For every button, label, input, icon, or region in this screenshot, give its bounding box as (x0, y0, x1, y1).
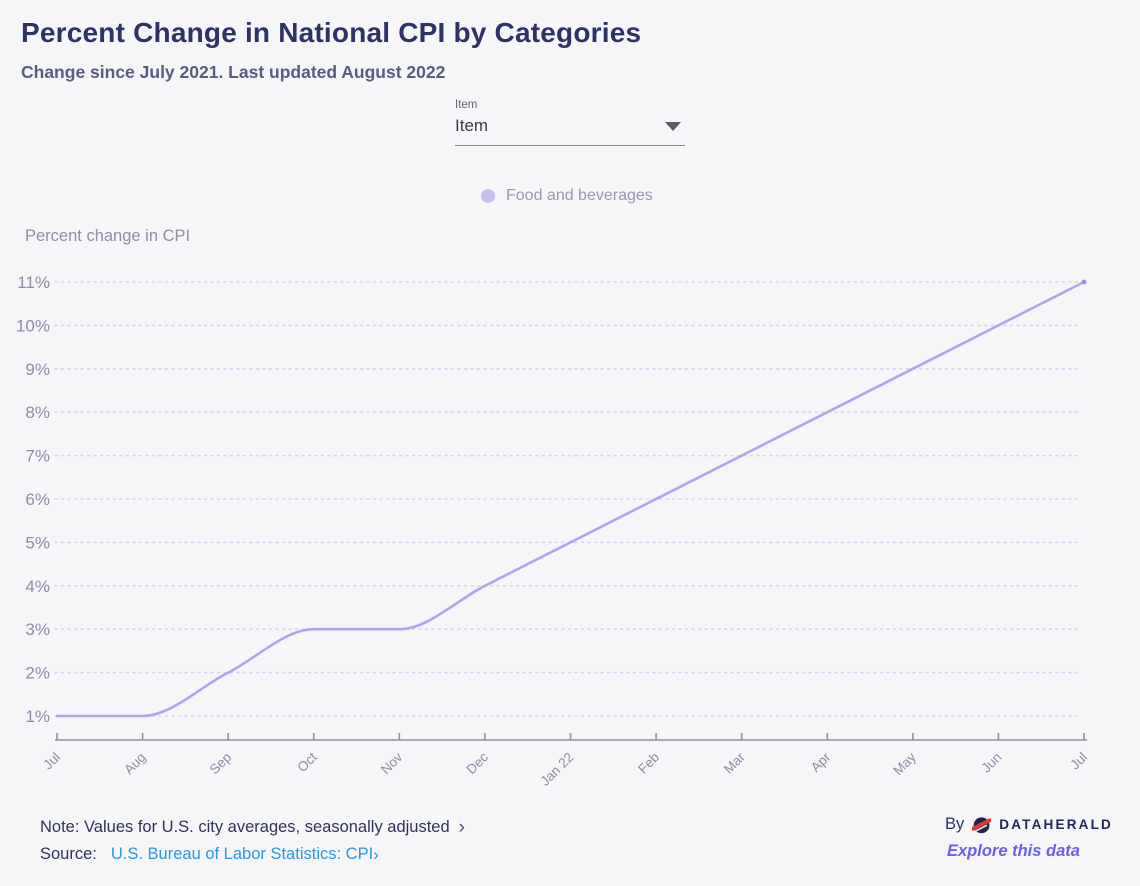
legend: Food and beverages (481, 187, 653, 205)
y-tick-labels: 1% 2% 3% 4% 5% 6% 7% 8% 9% 10% 11% (16, 273, 50, 726)
chevron-down-icon[interactable] (665, 121, 681, 131)
x-tick-label: Apr (808, 749, 834, 775)
x-tick-label: Jun (979, 750, 1005, 776)
note-text: Note: Values for U.S. city averages, sea… (40, 818, 450, 836)
x-tick-label: Nov (378, 749, 406, 777)
x-tick-label: Jan 22 (537, 750, 576, 789)
x-tick-label: Sep (207, 750, 235, 778)
branding: By DATAHERALD (945, 815, 1113, 834)
x-tick-label: May (890, 749, 919, 778)
y-tick-label: 1% (25, 707, 50, 726)
source-label: Source: (40, 845, 97, 863)
explore-link[interactable]: Explore this data (947, 842, 1080, 860)
x-tick-label: Jul (40, 750, 63, 773)
page-subtitle: Change since July 2021. Last updated Aug… (21, 62, 446, 82)
x-tick-labels: Jul Aug Sep Oct Nov Dec Jan 22 Feb Mar Apr May Jun J… (40, 749, 1090, 789)
y-tick-label: 9% (25, 360, 50, 379)
y-tick-label: 3% (25, 620, 50, 639)
series-line-food-and-beverages (55, 280, 1086, 718)
y-axis-title: Percent change in CPI (25, 227, 191, 245)
page-title: Percent Change in National CPI by Catego… (21, 17, 642, 48)
y-tick-label: 5% (25, 533, 50, 552)
legend-label: Food and beverages (506, 187, 653, 204)
y-tick-label: 7% (25, 447, 50, 466)
y-tick-label: 8% (25, 403, 50, 422)
by-label: By (945, 815, 965, 833)
item-dropdown-value: Item (455, 116, 489, 135)
dataherald-logo-icon (972, 815, 992, 834)
x-tick-label: Jul (1067, 750, 1090, 773)
y-tick-label: 6% (25, 490, 50, 509)
y-tick-label: 2% (25, 664, 50, 683)
x-tick-label: Mar (721, 749, 748, 776)
gridlines (54, 281, 1083, 717)
series-line-endpoint (1081, 279, 1087, 285)
x-tick-label: Feb (635, 750, 662, 777)
x-axis (55, 733, 1087, 741)
chevron-right-icon[interactable]: › (458, 817, 465, 838)
item-dropdown[interactable]: Item Item (455, 99, 685, 146)
y-tick-label: 4% (25, 577, 50, 596)
item-dropdown-label: Item (455, 99, 478, 111)
x-tick-label: Dec (463, 749, 491, 777)
y-tick-label: 10% (16, 316, 50, 335)
legend-marker-dot (481, 189, 495, 203)
x-tick-label: Aug (121, 750, 149, 778)
y-tick-label: 11% (17, 273, 50, 292)
chevron-right-icon[interactable]: › (373, 845, 379, 864)
x-tick-label: Oct (294, 749, 320, 775)
source-link[interactable]: U.S. Bureau of Labor Statistics: CPI (110, 845, 374, 863)
brand-name: DATAHERALD (999, 817, 1114, 832)
